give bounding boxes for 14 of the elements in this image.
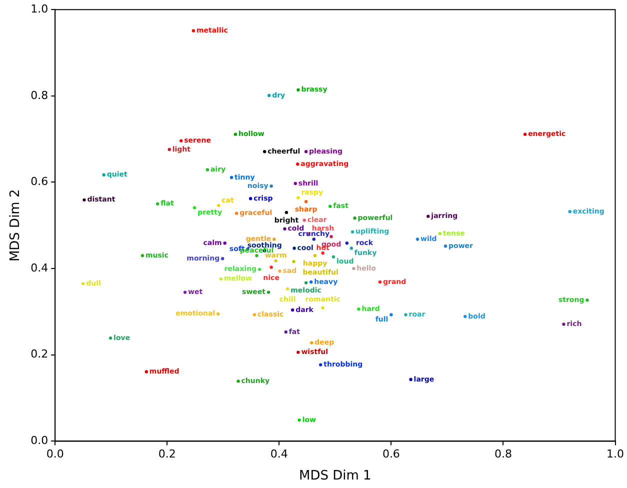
x-tick-label: 0.8 [494,448,512,461]
x-tick-label: 0.6 [382,448,400,461]
y-tick-label: 0.8 [30,88,48,102]
y-tick-label: 0.6 [30,175,48,188]
x-tick-label: 0.2 [158,448,176,461]
x-tick-label: 1.0 [606,448,624,461]
y-tick-label: 1.0 [30,2,48,16]
x-axis-title: MDS Dim 1 [299,468,372,484]
y-tick-label: 0.0 [30,434,48,448]
x-tick-label: 0.4 [270,448,288,461]
y-tick-label: 0.4 [30,261,48,274]
y-tick-label: 0.2 [30,348,48,361]
y-axis-title: MDS Dim 2 [8,189,24,262]
x-tick-label: 0.0 [46,448,64,461]
